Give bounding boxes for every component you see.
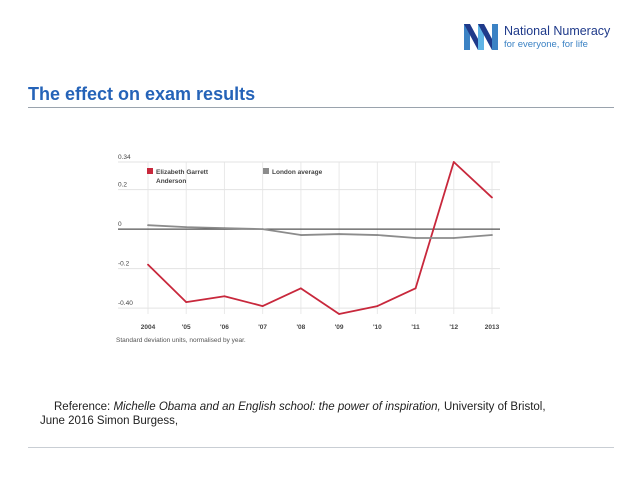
data-point bbox=[491, 196, 493, 199]
legend-swatch-elizabeth-garrett-anderson bbox=[147, 168, 153, 174]
x-tick-label: 2004 bbox=[141, 324, 156, 331]
title-divider bbox=[28, 107, 614, 108]
y-tick-label: 0 bbox=[118, 221, 122, 228]
series-line-london-average bbox=[147, 224, 493, 239]
series-line-elizabeth-garrett-anderson bbox=[147, 161, 493, 315]
x-tick-label: '12 bbox=[449, 324, 458, 331]
x-tick-label: '11 bbox=[411, 324, 420, 331]
exam-results-chart: 0.34 0.2 0 -0.2 -0.40 2004 '05 '06 '07 '08 '09 '10 '… bbox=[116, 154, 500, 344]
national-numeracy-logo: National Numeracy for everyone, for life bbox=[464, 22, 634, 54]
data-point bbox=[376, 305, 379, 308]
logo-name: National Numeracy bbox=[504, 24, 611, 38]
x-tick-label: '07 bbox=[258, 324, 267, 331]
reference-author-line: June 2016 Simon Burgess, bbox=[40, 415, 179, 427]
data-point bbox=[491, 234, 493, 236]
data-point bbox=[223, 227, 226, 230]
x-tick-label: '06 bbox=[220, 324, 229, 331]
chart-footnote: Standard deviation units, normalised by … bbox=[116, 337, 246, 344]
data-point bbox=[147, 224, 149, 227]
data-point bbox=[338, 313, 341, 315]
slide-title: The effect on exam results bbox=[28, 84, 256, 104]
x-tick-label: 2013 bbox=[485, 324, 500, 331]
data-point bbox=[261, 305, 264, 308]
data-point bbox=[223, 295, 226, 298]
y-tick-label: -0.40 bbox=[118, 300, 133, 307]
legend-swatch-london-average bbox=[263, 168, 269, 174]
data-point bbox=[185, 226, 188, 229]
data-point bbox=[299, 234, 302, 236]
data-point bbox=[338, 233, 341, 235]
reference-work-title: Michelle Obama and an English school: th… bbox=[113, 401, 441, 413]
x-tick-label: '05 bbox=[182, 324, 191, 331]
reference-suffix: University of Bristol, bbox=[440, 401, 546, 413]
data-point bbox=[414, 237, 417, 239]
x-tick-label: '08 bbox=[296, 324, 305, 331]
data-point bbox=[147, 263, 149, 266]
y-tick-label: 0.34 bbox=[118, 154, 131, 161]
nn-logo-icon bbox=[464, 24, 498, 50]
data-point bbox=[376, 234, 379, 236]
y-tick-label: -0.2 bbox=[118, 261, 130, 268]
data-point bbox=[185, 301, 188, 304]
data-point bbox=[299, 287, 302, 290]
x-tick-label: '10 bbox=[373, 324, 382, 331]
logo-tagline: for everyone, for life bbox=[504, 39, 588, 50]
legend-label-elizabeth-garrett-anderson: Elizabeth Garrett bbox=[156, 169, 209, 176]
data-point bbox=[452, 237, 455, 239]
y-tick-label: 0.2 bbox=[118, 182, 127, 189]
data-point bbox=[261, 228, 264, 231]
x-tick-label: '09 bbox=[335, 324, 344, 331]
reference-citation: Reference: Michelle Obama and an English… bbox=[40, 400, 620, 428]
legend-label-london-average: London average bbox=[272, 169, 323, 176]
legend-label-elizabeth-garrett-anderson-line2: Anderson bbox=[156, 178, 186, 185]
data-point bbox=[414, 287, 417, 290]
data-point bbox=[452, 161, 455, 163]
reference-prefix: Reference: bbox=[54, 401, 114, 413]
footer-divider bbox=[28, 447, 614, 448]
